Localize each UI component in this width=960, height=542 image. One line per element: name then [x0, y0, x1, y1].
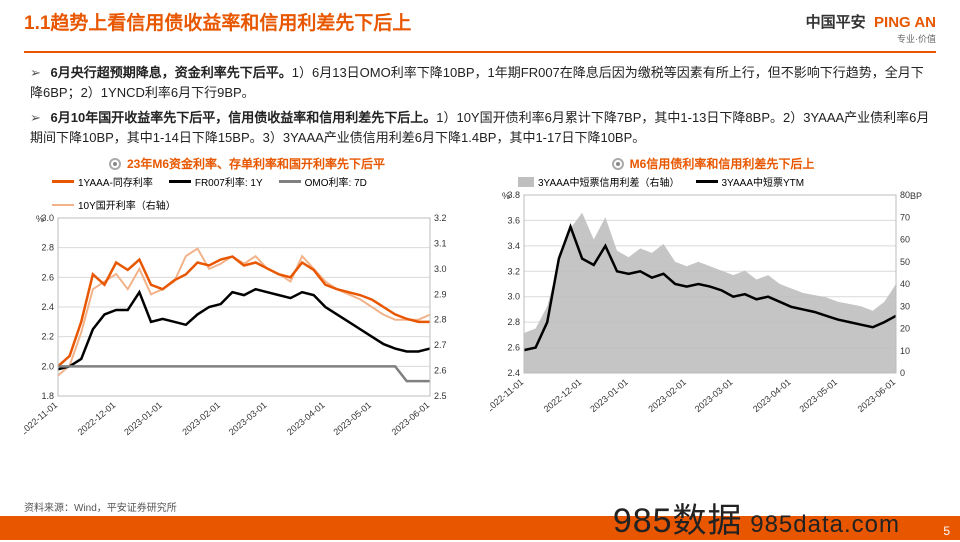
- svg-text:2.8: 2.8: [41, 243, 54, 253]
- legend-item: 3YAAA中短票YTM: [696, 174, 805, 189]
- svg-text:30: 30: [900, 301, 910, 311]
- svg-text:2023-01-01: 2023-01-01: [122, 400, 164, 437]
- bullet-2-bold: 6月10年国开收益率先下后平，信用债收益率和信用利差先下后上。: [51, 110, 437, 125]
- svg-text:2022-11-01: 2022-11-01: [24, 400, 59, 437]
- svg-text:2023-03-01: 2023-03-01: [693, 377, 735, 414]
- svg-text:2023-04-01: 2023-04-01: [751, 377, 793, 414]
- legend-item: 1YAAA-同存利率: [52, 174, 153, 189]
- svg-text:3.2: 3.2: [507, 266, 520, 276]
- svg-text:2.6: 2.6: [507, 343, 520, 353]
- svg-text:2023-01-01: 2023-01-01: [588, 377, 630, 414]
- bullet-2: ➢ 6月10年国开收益率先下后平，信用债收益率和信用利差先下后上。1）10Y国开…: [0, 106, 960, 151]
- svg-text:3.4: 3.4: [507, 241, 520, 251]
- watermark-main: 985数据: [613, 502, 743, 540]
- chart-right: M6信用债利率和信用利差先下后上 3YAAA中短票信用利差（右轴）3YAAA中短…: [490, 155, 936, 444]
- legend-item: OMO利率: 7D: [279, 174, 367, 189]
- svg-text:70: 70: [900, 212, 910, 222]
- svg-text:3.1: 3.1: [434, 238, 447, 248]
- watermark: 985数据 985data.com: [613, 493, 900, 542]
- svg-text:2.9: 2.9: [434, 289, 447, 299]
- svg-text:2023-03-01: 2023-03-01: [227, 400, 269, 437]
- chart-right-legend: 3YAAA中短票信用利差（右轴） 3YAAA中短票YTM: [518, 174, 936, 189]
- svg-text:2023-02-01: 2023-02-01: [646, 377, 688, 414]
- svg-text:2.8: 2.8: [507, 317, 520, 327]
- svg-text:2.6: 2.6: [41, 272, 54, 282]
- svg-text:2023-05-01: 2023-05-01: [331, 400, 373, 437]
- page-number: 5: [943, 524, 950, 538]
- svg-text:3.0: 3.0: [434, 264, 447, 274]
- svg-text:2022-12-01: 2022-12-01: [542, 377, 584, 414]
- svg-text:2023-06-01: 2023-06-01: [856, 377, 898, 414]
- bullet-arrow-icon: ➢: [30, 110, 41, 125]
- chart-right-svg: 2.42.62.83.03.23.43.63.80102030405060708…: [490, 191, 930, 421]
- svg-text:10: 10: [900, 346, 910, 356]
- svg-text:2.6: 2.6: [434, 366, 447, 376]
- svg-text:%: %: [36, 214, 44, 224]
- chart-bullet-icon: [109, 158, 121, 170]
- svg-text:2.5: 2.5: [434, 391, 447, 401]
- chart-left-svg: 1.82.02.22.42.62.83.02.52.62.72.82.93.03…: [24, 214, 464, 444]
- svg-text:2022-12-01: 2022-12-01: [76, 400, 118, 437]
- page-title: 1.1趋势上看信用债收益率和信用利差先下后上: [24, 8, 411, 35]
- svg-text:40: 40: [900, 279, 910, 289]
- svg-text:2.2: 2.2: [41, 332, 54, 342]
- svg-text:2023-06-01: 2023-06-01: [390, 400, 432, 437]
- bullet-1-bold: 6月央行超预期降息，资金利率先下后平。: [51, 65, 292, 80]
- svg-text:2.4: 2.4: [41, 302, 54, 312]
- svg-text:3.0: 3.0: [507, 292, 520, 302]
- svg-text:2022-11-01: 2022-11-01: [490, 377, 525, 414]
- bullet-1: ➢ 6月央行超预期降息，资金利率先下后平。1）6月13日OMO利率下降10BP，…: [0, 61, 960, 106]
- svg-text:2.8: 2.8: [434, 315, 447, 325]
- chart-right-title: M6信用债利率和信用利差先下后上: [630, 155, 815, 172]
- svg-text:2.7: 2.7: [434, 340, 447, 350]
- svg-text:2023-02-01: 2023-02-01: [180, 400, 222, 437]
- chart-left-title: 23年M6资金利率、存单利率和国开利率先下后平: [127, 155, 385, 172]
- logo-cn: 中国平安: [806, 14, 866, 31]
- svg-text:20: 20: [900, 324, 910, 334]
- watermark-domain: 985data.com: [743, 511, 900, 538]
- svg-text:2.0: 2.0: [41, 361, 54, 371]
- svg-text:0: 0: [900, 368, 905, 378]
- bullet-arrow-icon: ➢: [30, 65, 41, 80]
- title-divider: [24, 51, 936, 53]
- svg-text:80: 80: [900, 191, 910, 200]
- source-text: 资料来源：Wind，平安证券研究所: [24, 499, 177, 514]
- chart-left-legend: 1YAAA-同存利率 FR007利率: 1Y OMO利率: 7D 10Y国开利率（右轴…: [52, 174, 470, 212]
- svg-text:3.2: 3.2: [434, 214, 447, 223]
- legend-item: FR007利率: 1Y: [169, 174, 263, 189]
- svg-text:3.6: 3.6: [507, 215, 520, 225]
- chart-bullet-icon: [612, 158, 624, 170]
- svg-text:2023-04-01: 2023-04-01: [285, 400, 327, 437]
- legend-item: 10Y国开利率（右轴）: [52, 197, 176, 212]
- chart-left: 23年M6资金利率、存单利率和国开利率先下后平 1YAAA-同存利率 FR007利…: [24, 155, 470, 444]
- svg-text:2023-05-01: 2023-05-01: [797, 377, 839, 414]
- svg-text:50: 50: [900, 257, 910, 267]
- svg-text:BP: BP: [910, 191, 922, 201]
- logo-en: PING AN: [874, 14, 936, 31]
- svg-text:60: 60: [900, 235, 910, 245]
- svg-text:%: %: [502, 191, 510, 201]
- legend-item: 3YAAA中短票信用利差（右轴）: [518, 174, 680, 189]
